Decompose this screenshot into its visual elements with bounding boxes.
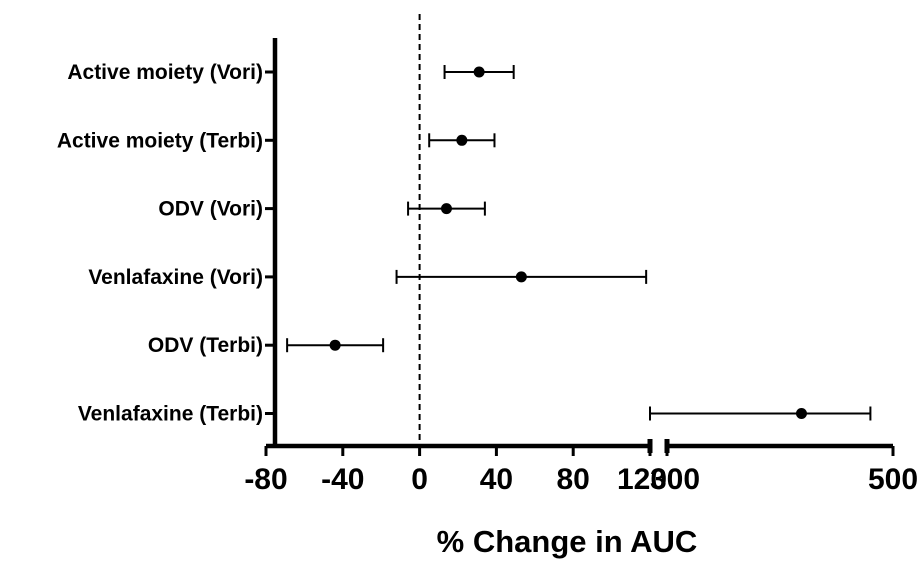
point-estimate <box>473 66 485 78</box>
category-label: Venlafaxine (Vori) <box>88 266 263 289</box>
x-tick-label: -80 <box>244 463 287 496</box>
x-axis-title: % Change in AUC <box>437 524 698 559</box>
x-tick-label: 80 <box>557 463 590 496</box>
category-label: ODV (Vori) <box>158 198 263 221</box>
point-estimate <box>795 408 807 419</box>
x-tick-label: 300 <box>650 463 700 496</box>
x-tick-label: -40 <box>321 463 364 496</box>
marks-layer <box>286 65 872 421</box>
point-estimate <box>440 203 452 215</box>
point-estimate <box>329 339 341 351</box>
point-estimate <box>456 134 468 146</box>
x-tick-label: 120 <box>617 463 667 496</box>
category-label: Venlafaxine (Terbi) <box>78 403 263 426</box>
axes-layer <box>264 38 895 456</box>
category-label: Active moiety (Vori) <box>67 61 263 84</box>
x-tick-label: 40 <box>480 463 513 496</box>
x-tick-label: 500 <box>868 463 918 496</box>
category-label: Active moiety (Terbi) <box>57 129 263 152</box>
category-label: ODV (Terbi) <box>148 334 263 357</box>
x-tick-label: 0 <box>411 463 428 496</box>
point-estimate <box>515 271 527 283</box>
